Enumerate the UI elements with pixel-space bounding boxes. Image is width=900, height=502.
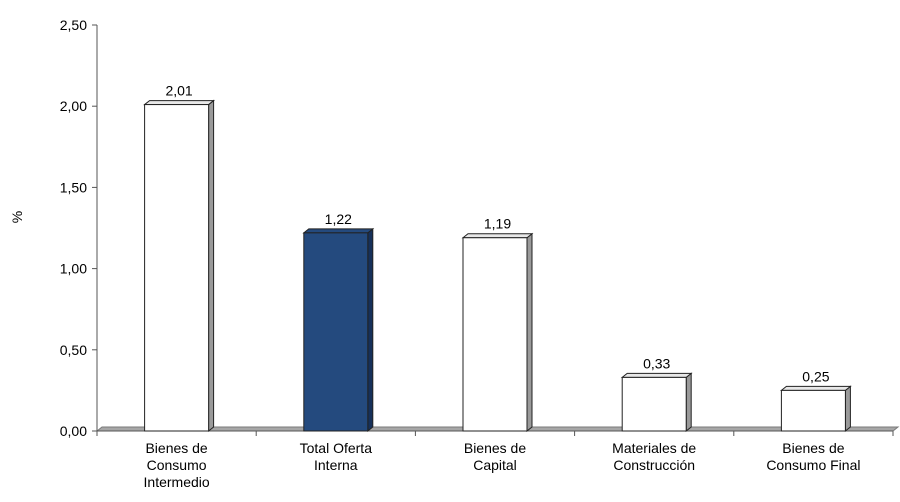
bar bbox=[779, 385, 852, 433]
bar bbox=[461, 232, 534, 433]
category-label: Bienes de Consumo Intermedio bbox=[144, 440, 210, 490]
bar-front bbox=[621, 376, 687, 432]
y-tick-label: 2,50 bbox=[60, 17, 87, 33]
y-axis-title: % bbox=[9, 211, 25, 223]
category-label: Total Oferta Interna bbox=[300, 440, 373, 473]
category-label: Bienes de Consumo Final bbox=[766, 440, 860, 473]
bar-side bbox=[367, 227, 374, 433]
bar-side bbox=[208, 99, 215, 433]
y-tick-label: 0,00 bbox=[60, 423, 87, 439]
data-label: 1,19 bbox=[484, 216, 511, 232]
bar-side bbox=[844, 385, 851, 433]
bar-top bbox=[143, 100, 216, 106]
bar-side bbox=[685, 372, 692, 433]
bar-front bbox=[144, 104, 210, 432]
y-tick-label: 0,50 bbox=[60, 342, 87, 358]
y-tick-label: 2,00 bbox=[60, 98, 87, 114]
bar bbox=[143, 99, 216, 433]
data-label: 0,33 bbox=[643, 355, 670, 371]
bar-top bbox=[779, 385, 852, 391]
y-tick-label: 1,50 bbox=[60, 179, 87, 195]
category-label: Materiales de Construcción bbox=[612, 440, 696, 473]
bar-front bbox=[780, 389, 846, 432]
category-label: Bienes de Capital bbox=[464, 440, 526, 473]
bar-front bbox=[462, 237, 528, 432]
data-label: 2,01 bbox=[165, 83, 192, 99]
bar-side bbox=[526, 232, 533, 433]
bar-top bbox=[620, 372, 693, 378]
y-tick-label: 1,00 bbox=[60, 261, 87, 277]
bar bbox=[620, 372, 693, 433]
bar-top bbox=[302, 228, 375, 234]
bar-front bbox=[303, 232, 369, 432]
bar bbox=[302, 227, 375, 433]
data-label: 0,25 bbox=[802, 368, 829, 384]
bar-top bbox=[461, 233, 534, 239]
data-label: 1,22 bbox=[325, 211, 352, 227]
